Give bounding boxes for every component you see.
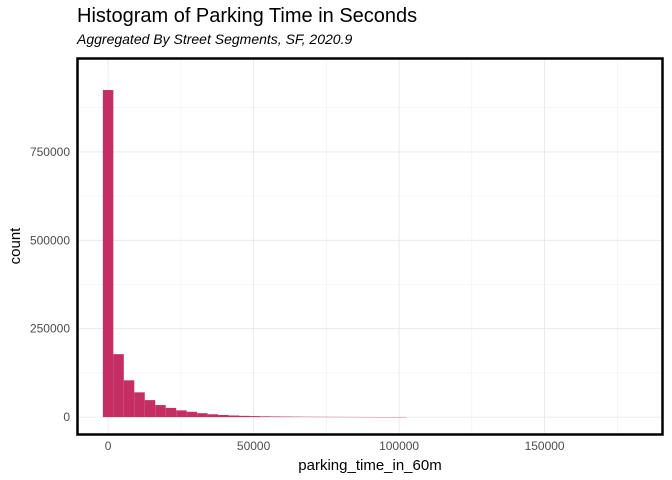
x-tick-label: 50000 (237, 439, 271, 453)
y-tick-label: 500000 (30, 233, 70, 247)
histogram-bar (134, 392, 145, 418)
histogram-bar (123, 380, 135, 418)
histogram-bar (218, 414, 229, 418)
histogram-bar (176, 410, 187, 418)
histogram-bar (249, 416, 261, 418)
histogram-bar (144, 400, 156, 418)
histogram-bar (239, 415, 250, 418)
x-tick-label: 100000 (379, 439, 419, 453)
histogram-bars (102, 90, 407, 418)
histogram-bar (270, 416, 281, 418)
plot-panel-border (76, 57, 664, 436)
x-tick-label: 0 (105, 439, 112, 453)
y-tick-label: 0 (63, 410, 70, 424)
histogram-bar (260, 416, 271, 418)
x-tick-label: 150000 (525, 439, 565, 453)
histogram-bar (165, 407, 177, 418)
histogram-bar (186, 411, 198, 418)
histogram-bar (197, 413, 208, 418)
histogram-bar (113, 354, 124, 418)
chart-title: Histogram of Parking Time in Seconds (77, 5, 418, 27)
grid-lines (79, 60, 661, 433)
histogram-bar (102, 90, 114, 418)
histogram-bar (155, 405, 166, 418)
x-axis-ticks: 0 50000 100000 150000 (105, 439, 565, 453)
x-axis-label: parking_time_in_60m (298, 457, 441, 474)
y-axis-label: count (7, 227, 24, 265)
chart-subtitle: Aggregated By Street Segments, SF, 2020.… (77, 31, 353, 47)
histogram-bar (207, 414, 219, 418)
y-axis-ticks: 0 250000 500000 750000 (30, 145, 70, 424)
histogram-bar (280, 416, 292, 418)
y-tick-label: 750000 (30, 145, 70, 159)
y-tick-label: 250000 (30, 322, 70, 336)
histogram-bar (228, 415, 240, 418)
